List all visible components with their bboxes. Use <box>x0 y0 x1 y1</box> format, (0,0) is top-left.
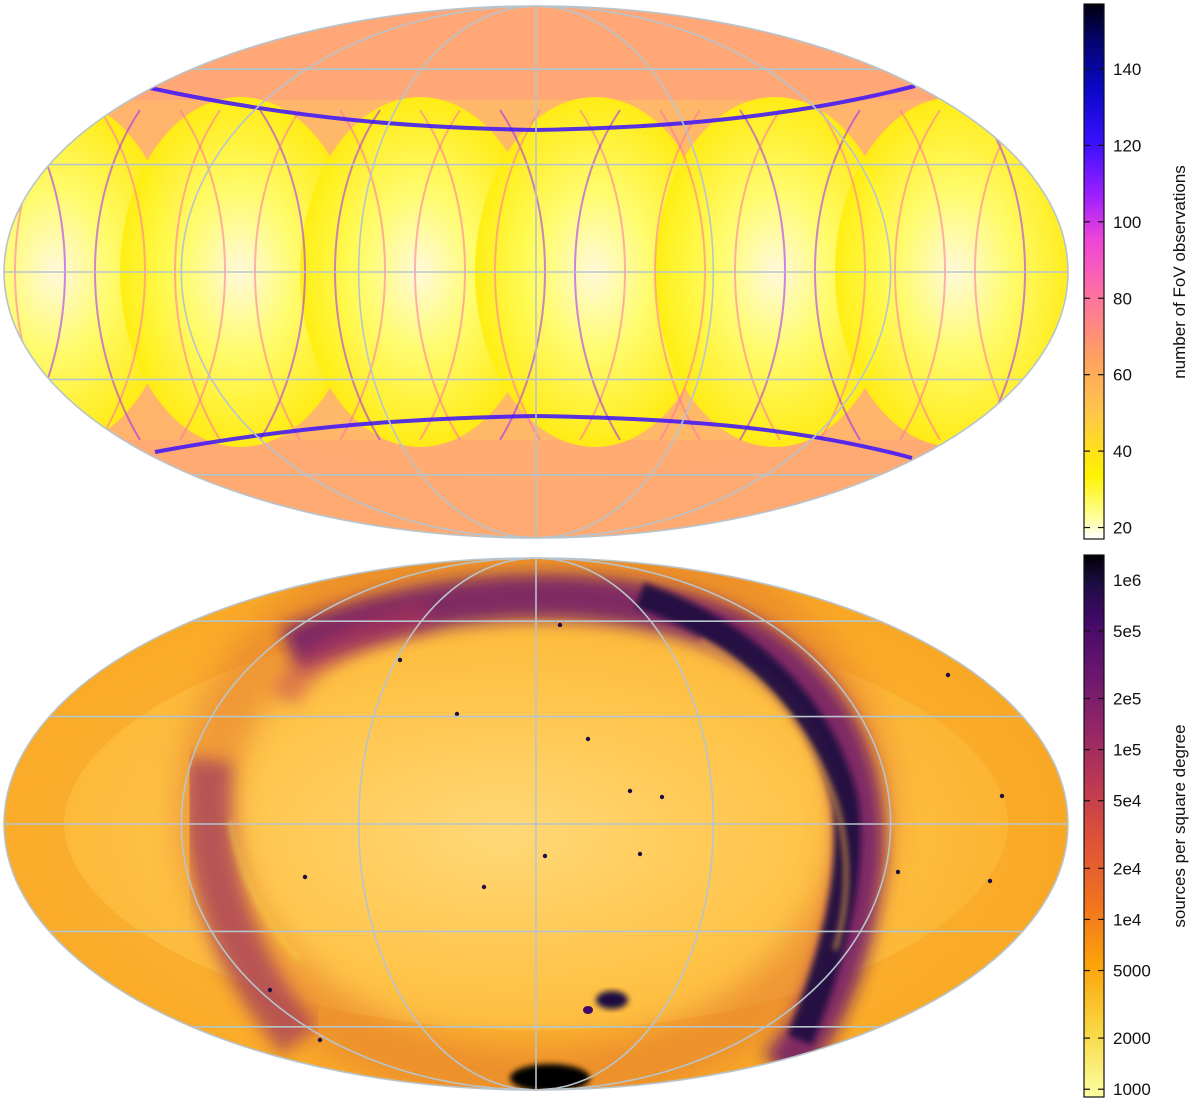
cluster-dot <box>454 711 460 717</box>
cluster-dot <box>895 869 901 875</box>
cluster-dot <box>987 878 993 884</box>
cluster-dot <box>627 788 633 794</box>
cluster-dot <box>637 851 643 857</box>
meridian <box>535 557 892 1091</box>
colorbar-tick-label: 2e4 <box>1113 859 1141 878</box>
graticule <box>4 557 1068 1091</box>
cluster-dot <box>557 622 563 628</box>
cluster-dot <box>999 793 1005 799</box>
meridian <box>180 557 537 1091</box>
colorbar-tick-label: 20 <box>1113 519 1132 538</box>
small-magellanic-cloud <box>583 1006 593 1014</box>
colorbar-density: 1000 2000 5000 1e4 2e4 5e4 1e5 2e5 5e5 1e6 source… <box>1083 554 1189 1099</box>
cluster-dot <box>542 853 548 859</box>
colorbar-tick-label: 120 <box>1113 136 1141 155</box>
fov-observations-map <box>3 5 1069 539</box>
cluster-dot <box>317 1037 323 1043</box>
colorbar-tick-label: 40 <box>1113 442 1132 461</box>
colorbar-tick-label: 1e4 <box>1113 910 1141 929</box>
meridian <box>357 5 537 539</box>
colorbar-tick-label: 60 <box>1113 366 1132 385</box>
cluster-dot <box>585 736 591 742</box>
colorbar-tick-label: 1000 <box>1113 1080 1151 1099</box>
cluster-dot <box>659 794 665 800</box>
meridian <box>180 5 537 539</box>
colorbar-gradient <box>1083 554 1105 1098</box>
colorbar-tick-label: 1e5 <box>1113 741 1141 760</box>
colorbar-tick-label: 1e6 <box>1113 571 1141 590</box>
colorbar-gradient <box>1083 3 1105 540</box>
colorbar-tick-label: 5e4 <box>1113 792 1141 811</box>
meridian <box>535 557 715 1091</box>
colorbar-ticks: 20 40 60 80 100 120 140 <box>1084 60 1141 538</box>
cluster-dot <box>267 987 273 993</box>
colorbar-tick-label: 5000 <box>1113 962 1151 981</box>
meridian <box>535 5 715 539</box>
colorbar-tick-label: 5e5 <box>1113 622 1141 641</box>
meridian <box>357 557 537 1091</box>
colorbar-tick-label: 100 <box>1113 213 1141 232</box>
meridian <box>535 5 892 539</box>
star-clusters <box>267 622 1005 1043</box>
map-outline <box>3 5 1069 539</box>
colorbar-tick-label: 140 <box>1113 60 1141 79</box>
graticule <box>4 5 1068 539</box>
source-density-map <box>3 557 1069 1091</box>
cluster-dot <box>302 874 308 880</box>
cluster-dot <box>945 672 951 678</box>
colorbar-tick-label: 2e5 <box>1113 690 1141 709</box>
cluster-dot <box>397 657 403 663</box>
colorbar-fov: 20 40 60 80 100 120 140 number of FoV observat… <box>1083 3 1189 540</box>
colorbar-label: number of FoV observations <box>1170 165 1189 379</box>
colorbar-label: sources per square degree <box>1170 724 1189 927</box>
cluster-dot <box>481 884 487 890</box>
colorbar-ticks: 1000 2000 5000 1e4 2e4 5e4 1e5 2e5 5e5 1e6 <box>1084 571 1151 1099</box>
colorbar-tick-label: 2000 <box>1113 1029 1151 1048</box>
map-outline <box>3 557 1069 1091</box>
large-magellanic-cloud <box>596 991 628 1009</box>
colorbar-tick-label: 80 <box>1113 289 1132 308</box>
